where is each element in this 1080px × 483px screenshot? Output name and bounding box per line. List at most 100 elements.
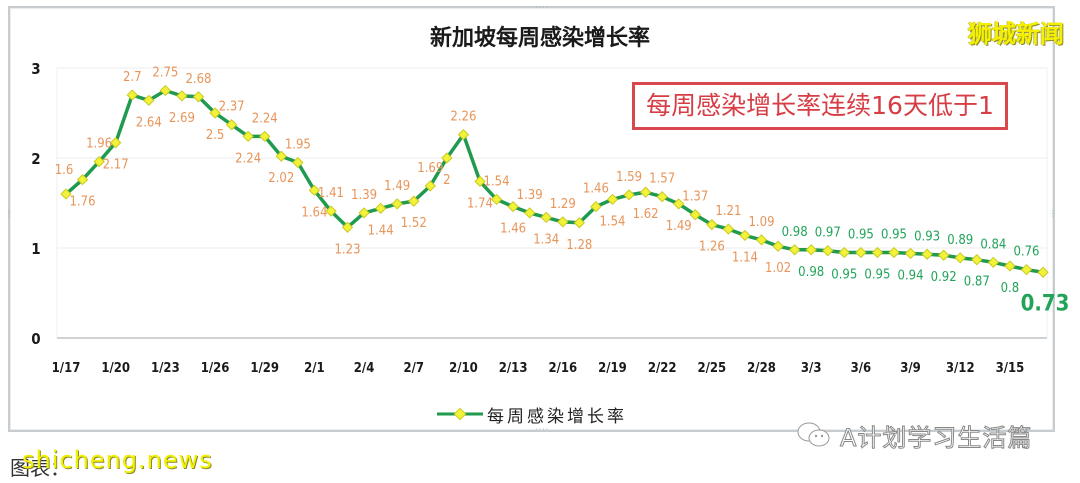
- data-point-marker: [159, 84, 172, 97]
- x-tick-label: 1/26: [201, 361, 230, 376]
- data-point-marker: [921, 248, 933, 260]
- data-point-marker: [623, 189, 635, 201]
- data-point-marker: [209, 107, 221, 119]
- data-point-marker: [391, 198, 403, 210]
- data-label: 1.54: [599, 214, 625, 229]
- data-label: 2.64: [136, 115, 162, 130]
- data-label: 0.89: [947, 233, 973, 248]
- data-label: 0.92: [931, 270, 957, 285]
- data-point-marker: [225, 119, 238, 131]
- data-point-marker: [341, 221, 354, 233]
- x-tick-label: 2/13: [499, 361, 528, 376]
- data-point-marker: [706, 218, 718, 231]
- wechat-icon: [797, 422, 830, 447]
- resize-handle-top[interactable]: ····: [535, 3, 550, 12]
- data-point-marker: [524, 207, 536, 219]
- x-tick-label: 3/12: [946, 361, 975, 376]
- data-point-marker: [639, 186, 652, 198]
- data-label: 2.5: [206, 128, 225, 143]
- data-point-marker: [1037, 266, 1049, 278]
- data-point-marker: [374, 202, 387, 215]
- data-point-marker: [408, 195, 420, 207]
- resize-handle-left[interactable]: ⋮: [5, 209, 14, 218]
- data-point-marker: [788, 244, 801, 256]
- data-label: 1.44: [368, 223, 394, 238]
- data-point-marker: [871, 246, 884, 259]
- legend-line-marker-icon: [437, 406, 483, 422]
- x-tick-label: 1/17: [52, 361, 81, 376]
- data-point-marker: [755, 234, 768, 246]
- resize-handle-right[interactable]: ⋮: [1049, 209, 1058, 218]
- data-point-marker: [60, 188, 72, 200]
- x-tick-label: 3/6: [851, 361, 872, 376]
- source-overlay-watermark: shicheng.news: [22, 446, 213, 474]
- data-label: 1.41: [318, 186, 344, 201]
- x-tick-label: 2/16: [548, 361, 577, 376]
- data-point-marker: [606, 193, 619, 206]
- chart-frame: [8, 6, 1055, 432]
- data-point-marker: [805, 244, 817, 256]
- resize-handle-bottom[interactable]: ····: [535, 425, 550, 434]
- data-point-marker: [275, 150, 287, 162]
- x-tick-label: 3/3: [801, 361, 822, 376]
- data-point-marker: [110, 137, 122, 149]
- x-tick-label: 2/4: [354, 361, 375, 376]
- data-point-marker: [292, 156, 304, 169]
- data-label: 0.94: [898, 268, 924, 283]
- data-label: 0.84: [980, 237, 1006, 252]
- data-point-marker: [573, 217, 586, 229]
- data-point-marker: [739, 229, 751, 242]
- data-point-marker: [93, 155, 105, 168]
- data-label: 2: [443, 173, 450, 188]
- x-tick-label: 2/7: [403, 361, 424, 376]
- data-label: 2.24: [252, 111, 278, 126]
- data-point-marker: [441, 152, 453, 164]
- data-label: 1.46: [583, 182, 609, 197]
- data-point-marker: [1020, 263, 1033, 276]
- data-point-marker: [772, 240, 784, 252]
- data-label: 0.97: [815, 226, 841, 241]
- data-point-marker: [126, 89, 138, 101]
- data-label: 2.02: [268, 171, 294, 186]
- data-point-marker: [143, 94, 155, 107]
- data-label: 0.98: [782, 225, 808, 240]
- data-point-marker: [358, 207, 370, 219]
- data-label: 0.73: [1021, 291, 1070, 316]
- x-tick-label: 1/23: [151, 361, 180, 376]
- data-point-marker: [838, 246, 850, 259]
- data-point-marker: [192, 91, 205, 103]
- data-point-marker: [1004, 260, 1016, 272]
- data-label: 2.26: [450, 110, 476, 125]
- x-tick-label: 1/20: [101, 361, 130, 376]
- data-label: 1.14: [732, 250, 758, 265]
- data-label: 0.8: [1001, 281, 1020, 296]
- data-point-marker: [855, 246, 867, 259]
- data-point-marker: [259, 130, 271, 143]
- data-label: 1.39: [517, 188, 543, 203]
- data-point-marker: [457, 128, 470, 141]
- data-point-marker: [689, 209, 701, 221]
- data-label: 1.62: [633, 207, 659, 222]
- data-label: 1.49: [666, 219, 692, 234]
- x-tick-label: 1/29: [250, 361, 279, 376]
- data-point-marker: [507, 200, 519, 213]
- x-tick-label: 2/25: [697, 361, 726, 376]
- data-point-marker: [176, 90, 188, 102]
- data-label: 2.37: [219, 100, 245, 115]
- data-label: 1.23: [334, 242, 360, 257]
- data-label: 1.57: [649, 172, 675, 187]
- data-point-marker: [888, 246, 900, 259]
- data-point-marker: [424, 180, 436, 192]
- data-point-marker: [540, 211, 552, 224]
- data-label: 1.52: [401, 216, 427, 231]
- data-label: 1.21: [715, 204, 741, 219]
- data-label: 0.93: [914, 229, 940, 244]
- data-label: 1.49: [384, 179, 410, 194]
- x-tick-label: 2/10: [449, 361, 478, 376]
- data-point-marker: [590, 200, 602, 213]
- x-tick-label: 2/19: [598, 361, 627, 376]
- data-label: 1.28: [566, 238, 592, 253]
- y-tick-label: 1: [31, 240, 40, 258]
- data-point-marker: [971, 254, 983, 266]
